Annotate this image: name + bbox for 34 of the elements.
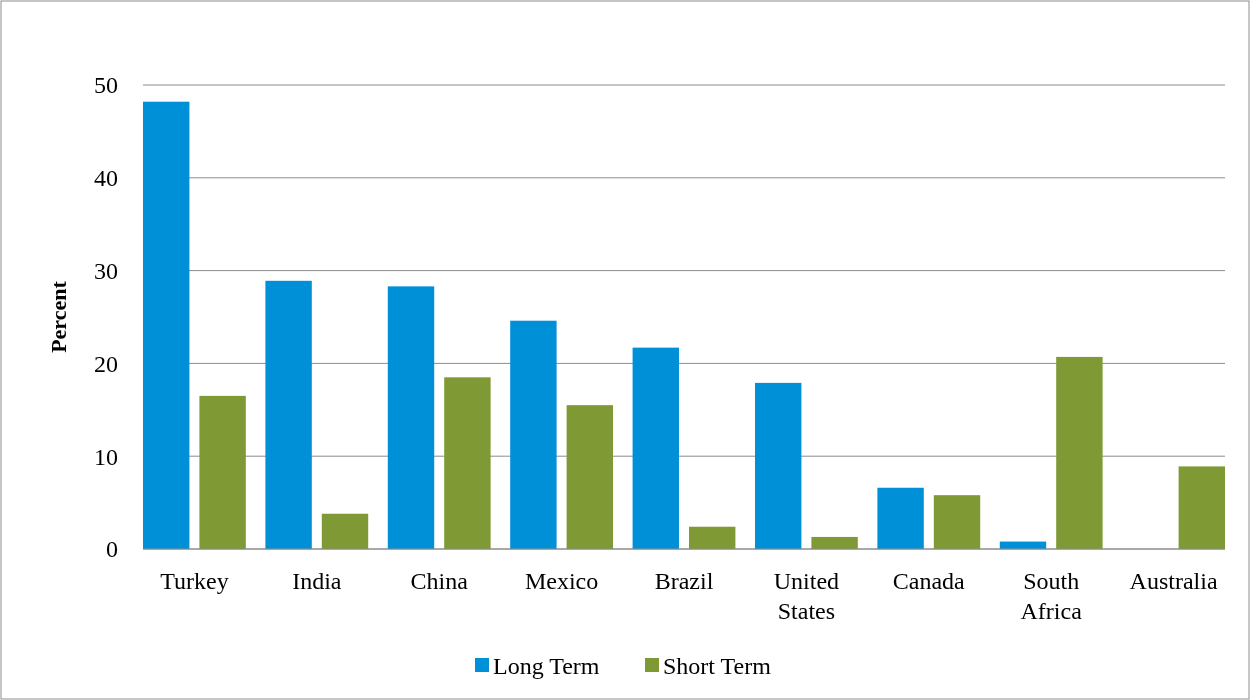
- bar: [444, 377, 491, 549]
- y-tick-label: 50: [94, 72, 118, 99]
- bar: [811, 536, 858, 549]
- bar: [199, 395, 246, 549]
- bar: [877, 487, 924, 549]
- y-tick-label: 0: [106, 536, 118, 563]
- bar: [265, 280, 312, 549]
- x-tick-label: United States: [773, 568, 840, 624]
- y-axis-title: Percent: [46, 280, 71, 353]
- legend-label: Long Term: [493, 653, 600, 679]
- bar: [933, 495, 981, 549]
- legend-label: Short Term: [663, 653, 772, 679]
- bar: [632, 347, 679, 549]
- x-tick-label: South Africa: [1020, 568, 1083, 624]
- x-tick-label: Turkey: [160, 568, 229, 594]
- x-tick-label: Canada: [892, 568, 966, 594]
- bar: [689, 526, 736, 549]
- x-tick-label: Mexico: [524, 568, 599, 594]
- y-tick-label: 20: [94, 350, 118, 377]
- bar: [387, 286, 435, 549]
- bar: [1178, 466, 1225, 549]
- bar: [510, 320, 557, 549]
- y-tick-label: 40: [94, 165, 118, 192]
- bar: [143, 101, 190, 549]
- x-tick-label: China: [410, 568, 469, 594]
- bar: [321, 513, 369, 549]
- bar: [566, 405, 614, 549]
- bar: [754, 382, 802, 549]
- y-tick-label: 10: [94, 443, 118, 470]
- x-tick-label: Australia: [1129, 568, 1218, 594]
- y-tick-label: 30: [94, 258, 118, 284]
- x-tick-label: India: [292, 568, 342, 594]
- x-tick-label: Brazil: [654, 568, 714, 594]
- bar: [1056, 356, 1103, 549]
